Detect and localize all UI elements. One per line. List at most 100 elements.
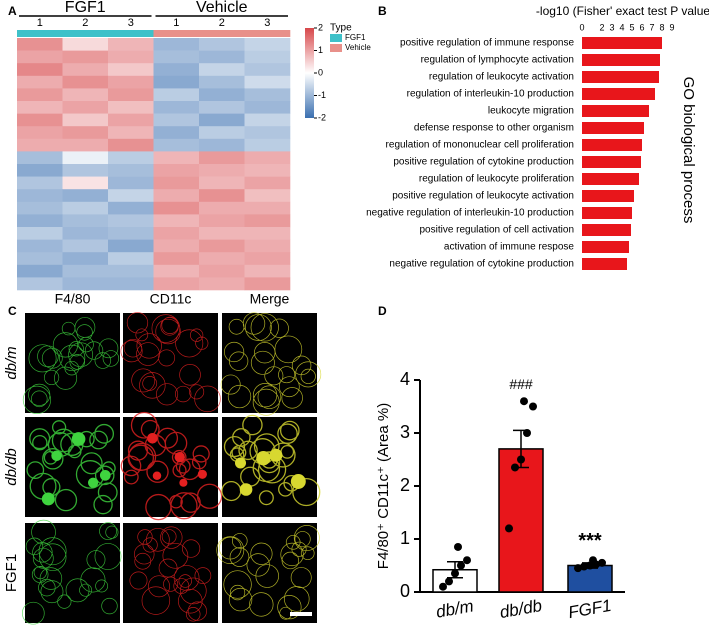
heat-cell bbox=[199, 164, 245, 177]
heat-cell bbox=[108, 176, 154, 190]
stained-cluster bbox=[197, 469, 207, 479]
heat-cell bbox=[199, 88, 245, 102]
heat-cell bbox=[108, 126, 154, 140]
data-point bbox=[523, 429, 531, 437]
stained-cluster bbox=[174, 451, 185, 463]
category-label: positive regulation of cell activation bbox=[419, 225, 574, 236]
heat-cell bbox=[199, 176, 245, 190]
micrograph bbox=[222, 313, 317, 413]
heat-cell bbox=[199, 63, 245, 77]
column-label: 2 bbox=[219, 17, 225, 29]
x-tick-label: 5 bbox=[629, 22, 634, 32]
stained-cluster bbox=[269, 448, 283, 462]
x-tick-label: 7 bbox=[649, 22, 654, 32]
bar bbox=[582, 156, 641, 168]
heat-cell bbox=[244, 138, 291, 152]
data-point bbox=[451, 569, 459, 578]
heat-cell bbox=[108, 113, 154, 127]
row-label: db/m bbox=[3, 346, 20, 379]
stained-cluster bbox=[87, 477, 99, 488]
heat-cell bbox=[62, 264, 109, 278]
heat-cell bbox=[244, 176, 291, 190]
heat-cell bbox=[199, 101, 245, 114]
heat-cell bbox=[199, 50, 245, 64]
data-point bbox=[457, 561, 465, 570]
heat-cell bbox=[244, 38, 291, 51]
x-tick-label: 2 bbox=[599, 22, 604, 32]
bar bbox=[582, 224, 631, 236]
heat-cell bbox=[62, 151, 109, 165]
heat-cell bbox=[108, 214, 154, 228]
colorbar-label: 2 bbox=[318, 22, 323, 32]
heat-cell bbox=[17, 138, 63, 152]
heat-cell bbox=[17, 201, 63, 215]
cell-outlines bbox=[21, 519, 122, 625]
data-point bbox=[445, 577, 453, 586]
data-point bbox=[520, 397, 528, 406]
heat-cell bbox=[153, 63, 200, 77]
heat-cell bbox=[62, 101, 109, 114]
stained-cluster bbox=[99, 469, 111, 481]
heat-cell bbox=[153, 277, 200, 291]
heat-cell bbox=[244, 214, 291, 228]
heat-cell bbox=[17, 214, 63, 228]
category-label: positive regulation of immune response bbox=[400, 38, 574, 49]
heat-cell bbox=[244, 264, 291, 278]
heat-cell bbox=[108, 101, 154, 114]
colorbar-label: 1 bbox=[318, 45, 323, 55]
category-label: regulation of lymphocyte activation bbox=[421, 55, 574, 66]
heat-cell bbox=[62, 113, 109, 127]
stained-cluster bbox=[41, 492, 55, 506]
heat-cell bbox=[17, 38, 63, 51]
heat-cell bbox=[199, 38, 245, 51]
heat-cell bbox=[153, 126, 200, 140]
heat-cell bbox=[17, 227, 63, 240]
data-point bbox=[511, 463, 519, 472]
heat-cell bbox=[62, 201, 109, 215]
data-point bbox=[574, 564, 582, 573]
x-tick-label: 8 bbox=[659, 22, 664, 32]
chart-title: -log10 (Fisher' exact test P value) bbox=[536, 4, 709, 18]
cell-outlines bbox=[220, 312, 322, 416]
heat-cell bbox=[153, 38, 200, 51]
heat-cell bbox=[17, 189, 63, 203]
heat-cell bbox=[199, 201, 245, 215]
heat-cell bbox=[244, 189, 291, 203]
x-tick-label: 0 bbox=[579, 22, 584, 32]
colorbar-label: -1 bbox=[318, 90, 326, 100]
column-label: 1 bbox=[37, 17, 43, 29]
column-label: 2 bbox=[82, 17, 88, 29]
category-label: regulation of mononuclear cell prolifera… bbox=[386, 140, 574, 151]
heat-cell bbox=[244, 252, 291, 266]
heat-cell bbox=[153, 227, 200, 240]
heat-cell bbox=[62, 214, 109, 228]
bar bbox=[582, 37, 662, 49]
bar bbox=[567, 564, 613, 593]
stained-cluster bbox=[290, 474, 306, 489]
heat-cell bbox=[244, 126, 291, 140]
x-tick-label: 3 bbox=[609, 22, 614, 32]
x-tick-label: 4 bbox=[619, 22, 624, 32]
micrograph bbox=[123, 313, 218, 413]
type-cell bbox=[153, 30, 200, 37]
heat-cell bbox=[17, 151, 63, 165]
x-tick-label: FGF1 bbox=[567, 596, 613, 622]
heat-cell bbox=[108, 38, 154, 51]
data-point bbox=[580, 562, 588, 571]
bar bbox=[582, 54, 660, 66]
heat-cell bbox=[199, 75, 245, 89]
heat-cell bbox=[108, 164, 154, 177]
legend-label: FGF1 bbox=[345, 33, 366, 42]
heat-cell bbox=[62, 38, 109, 51]
colorbar-label: 0 bbox=[318, 67, 323, 77]
bar bbox=[582, 241, 629, 253]
heat-cell bbox=[153, 214, 200, 228]
x-tick-label: db/m bbox=[435, 596, 476, 621]
bar bbox=[498, 448, 544, 593]
panel-label: D bbox=[378, 304, 387, 318]
legend-swatch bbox=[330, 34, 342, 42]
bar bbox=[582, 207, 632, 219]
column-label: Merge bbox=[250, 291, 290, 307]
heat-cell bbox=[199, 214, 245, 228]
bar bbox=[582, 88, 655, 100]
